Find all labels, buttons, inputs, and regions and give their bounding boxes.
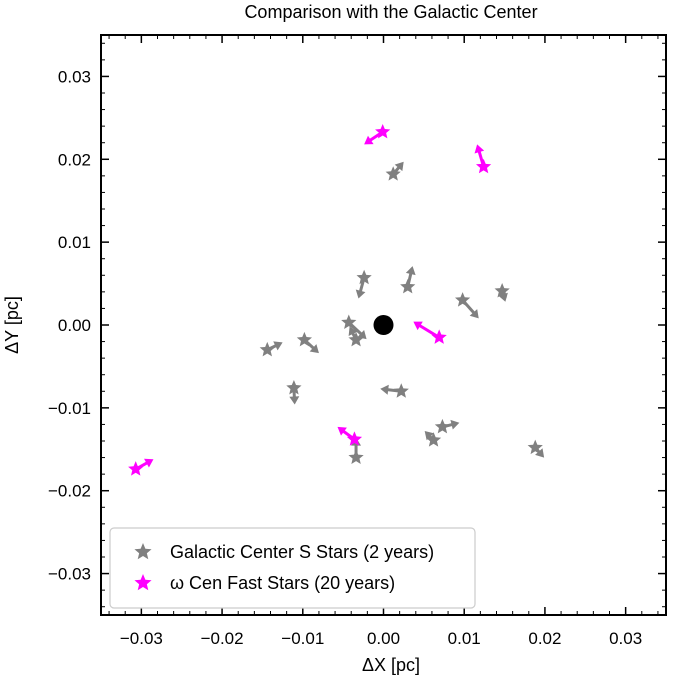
legend: Galactic Center S Stars (2 years) ω Cen … bbox=[109, 527, 476, 609]
x-tick-label: 0.00 bbox=[367, 629, 400, 648]
legend-star-icon bbox=[134, 574, 152, 591]
motion-arrow-head bbox=[450, 419, 460, 430]
x-tick-label: −0.01 bbox=[281, 629, 324, 648]
star-marker bbox=[431, 329, 447, 344]
star-marker bbox=[454, 292, 471, 307]
x-tick-label: 0.01 bbox=[448, 629, 481, 648]
motion-arrow-head bbox=[469, 309, 479, 319]
star-marker bbox=[385, 166, 401, 181]
galactic-center-marker bbox=[373, 315, 394, 335]
star-marker bbox=[475, 158, 492, 174]
y-tick-label: 0.03 bbox=[58, 67, 91, 86]
x-tick-label: 0.02 bbox=[528, 629, 561, 648]
series-s-stars bbox=[259, 161, 545, 465]
motion-arrow-head bbox=[364, 135, 374, 145]
star-marker bbox=[286, 379, 302, 395]
motion-arrow-head bbox=[144, 458, 154, 468]
y-tick-label: −0.01 bbox=[48, 399, 91, 418]
motion-arrow-head bbox=[394, 161, 404, 172]
motion-arrow-head bbox=[289, 396, 300, 405]
star-marker bbox=[348, 331, 364, 347]
motion-arrow-head bbox=[337, 426, 347, 436]
plot-frame bbox=[100, 34, 667, 616]
star-marker bbox=[356, 269, 372, 285]
star-marker bbox=[393, 383, 409, 398]
motion-arrow-head bbox=[380, 384, 389, 395]
star-marker bbox=[375, 123, 391, 139]
legend-box bbox=[109, 527, 476, 609]
legend-marker-omega-cen-stars bbox=[134, 574, 152, 591]
legend-star-icon bbox=[134, 543, 152, 560]
star-marker bbox=[425, 432, 442, 447]
chart-title: Comparison with the Galactic Center bbox=[244, 2, 537, 22]
motion-arrow-head bbox=[355, 289, 366, 299]
axis-ticks: −0.03 −0.02 −0.01 0.00 0.01 0.02 0.03 −0.03 −0.0… bbox=[48, 35, 666, 648]
y-tick-label: 0.00 bbox=[58, 316, 91, 335]
y-tick-label: −0.03 bbox=[48, 565, 91, 584]
star-marker bbox=[400, 278, 416, 294]
star-marker bbox=[128, 461, 144, 476]
series-omega-cen-stars bbox=[128, 123, 492, 476]
legend-marker-s-stars bbox=[134, 543, 152, 560]
y-axis-label: ΔY [pc] bbox=[2, 296, 22, 354]
star-marker bbox=[494, 283, 510, 298]
motion-arrow-head bbox=[474, 144, 485, 154]
motion-arrow-head bbox=[348, 326, 358, 337]
motion-arrow-head bbox=[413, 321, 423, 331]
x-tick-label: 0.03 bbox=[609, 629, 642, 648]
legend-label-s-stars: Galactic Center S Stars (2 years) bbox=[170, 542, 434, 562]
motion-arrow-head bbox=[405, 266, 416, 276]
y-tick-label: −0.02 bbox=[48, 482, 91, 501]
star-marker bbox=[527, 439, 543, 455]
y-tick-label: 0.02 bbox=[58, 150, 91, 169]
x-axis-label: ΔX [pc] bbox=[362, 655, 420, 675]
star-marker bbox=[348, 449, 364, 465]
x-tick-label: −0.03 bbox=[120, 629, 163, 648]
star-marker bbox=[341, 314, 357, 329]
star-marker bbox=[434, 418, 451, 434]
legend-label-omega-cen-stars: ω Cen Fast Stars (20 years) bbox=[170, 573, 395, 593]
star-marker bbox=[259, 341, 275, 357]
data-marks bbox=[128, 123, 545, 476]
star-marker bbox=[296, 331, 313, 347]
motion-arrow-head bbox=[357, 329, 367, 340]
star-marker bbox=[346, 431, 363, 446]
motion-arrow-head bbox=[309, 344, 319, 354]
motion-arrow-head bbox=[273, 341, 283, 351]
y-tick-label: 0.01 bbox=[58, 233, 91, 252]
x-tick-label: −0.02 bbox=[201, 629, 244, 648]
